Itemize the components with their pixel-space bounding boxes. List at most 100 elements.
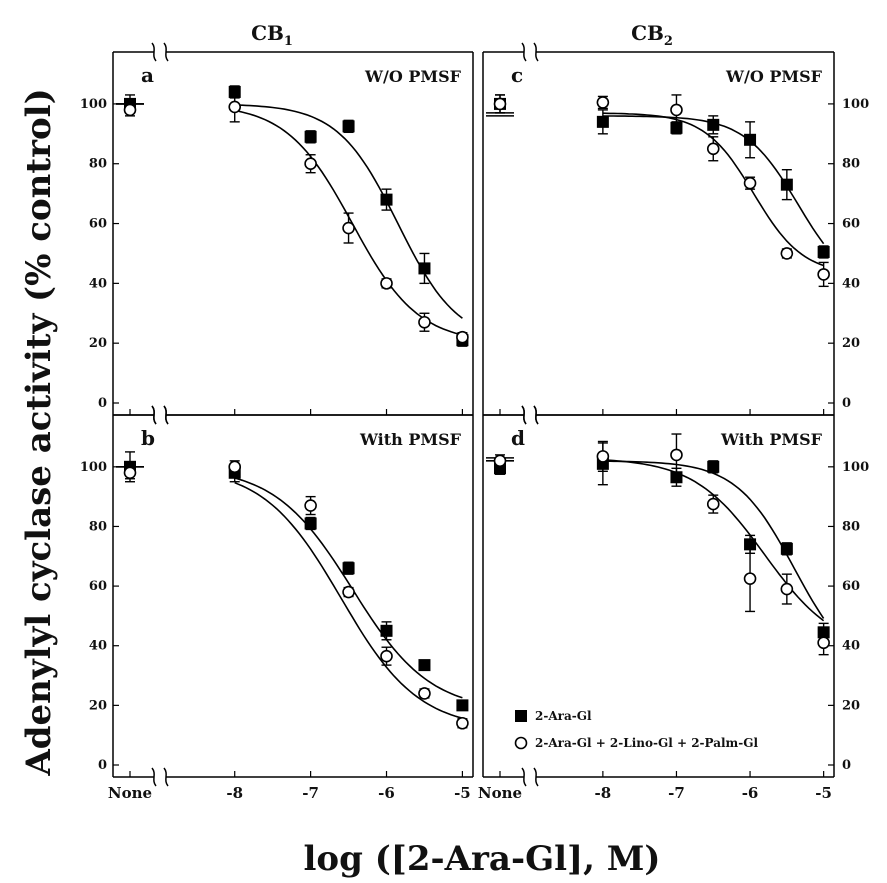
y-tick-label: 80 bbox=[89, 157, 107, 172]
data-point-open-circle bbox=[456, 716, 469, 730]
x-tick-label: -8 bbox=[226, 784, 243, 802]
data-point-open-circle bbox=[418, 315, 431, 329]
axis-break-mark bbox=[151, 405, 157, 425]
data-point-open-circle bbox=[304, 499, 317, 512]
y-tick-label: 0 bbox=[98, 396, 107, 411]
column-title-cb2-main: CB bbox=[631, 21, 664, 45]
data-point-open-circle bbox=[817, 268, 830, 281]
axis-break-mark bbox=[521, 42, 527, 62]
x-tick-label: -5 bbox=[454, 784, 471, 802]
data-point-open-circle bbox=[228, 460, 242, 474]
y-tick-label: 40 bbox=[89, 276, 107, 291]
panel-condition: With PMSF bbox=[359, 430, 462, 449]
data-point-filled-square bbox=[817, 245, 830, 258]
panel-b: 0 20 40 60 80 100 None -8 -7 -6 -5 b With PMSF bbox=[80, 405, 474, 802]
y-tick-label: 0 bbox=[842, 396, 851, 411]
data-point-open-circle bbox=[493, 97, 507, 111]
data-point-open-circle bbox=[817, 636, 830, 650]
column-title-cb2-subscript: 2 bbox=[664, 34, 673, 49]
axis-break-mark bbox=[151, 767, 157, 787]
panel-letter: d bbox=[511, 426, 525, 450]
panel-letter: c bbox=[511, 63, 523, 87]
axis-break-mark bbox=[533, 405, 539, 425]
x-tick-label: -7 bbox=[302, 784, 319, 802]
fit-curve-open-circle bbox=[602, 459, 825, 622]
data-point-open-circle bbox=[342, 221, 355, 235]
data-point-open-circle bbox=[380, 277, 393, 290]
data-point-filled-square bbox=[707, 118, 720, 131]
data-point-filled-square bbox=[780, 178, 793, 191]
panel-letter: b bbox=[141, 426, 155, 450]
data-point-open-circle bbox=[493, 454, 507, 468]
x-tick-label: -6 bbox=[378, 784, 395, 802]
data-point-open-circle bbox=[596, 96, 610, 109]
x-tick-label: -8 bbox=[595, 784, 612, 802]
y-tick-label: 100 bbox=[842, 97, 869, 112]
data-point-open-circle bbox=[456, 330, 469, 344]
y-tick-label: 80 bbox=[89, 519, 107, 534]
data-point-open-circle bbox=[670, 103, 683, 117]
y-tick-label: 40 bbox=[89, 639, 107, 654]
column-title-cb1-subscript: 1 bbox=[284, 34, 293, 49]
y-tick-label: 60 bbox=[842, 217, 860, 232]
y-tick-label: 60 bbox=[89, 217, 107, 232]
data-point-open-circle bbox=[670, 448, 683, 462]
y-tick-label: 20 bbox=[89, 698, 107, 713]
x-axis-title: log ([2-Ara-Gl], M) bbox=[303, 839, 660, 879]
data-point-open-circle bbox=[123, 103, 137, 117]
y-tick-label: 0 bbox=[842, 758, 851, 773]
data-point-filled-square bbox=[744, 538, 757, 551]
panel-a: 0 20 40 60 80 100 a W/O PMSF bbox=[80, 42, 474, 425]
legend-label-2-ara-gl: 2-Ara-Gl bbox=[535, 709, 592, 723]
axis-break-mark bbox=[533, 42, 539, 62]
legend-label-mixture: 2-Ara-Gl + 2-Lino-Gl + 2-Palm-Gl bbox=[535, 736, 758, 750]
x-tick-label: -7 bbox=[668, 784, 685, 802]
panel-letter: a bbox=[141, 63, 154, 87]
y-tick-label: 20 bbox=[842, 336, 860, 351]
y-tick-label: 0 bbox=[98, 758, 107, 773]
fit-curve-open-circle bbox=[234, 481, 463, 719]
y-tick-label: 20 bbox=[842, 698, 860, 713]
legend-marker-open-circle bbox=[514, 736, 528, 750]
axis-break-mark bbox=[521, 767, 527, 787]
legend-marker-filled-square bbox=[515, 710, 527, 722]
y-tick-label: 60 bbox=[842, 579, 860, 594]
column-title-cb1: CB1 bbox=[251, 21, 293, 49]
axis-break-mark bbox=[151, 42, 157, 62]
data-point-open-circle bbox=[743, 176, 757, 190]
data-point-open-circle bbox=[123, 466, 137, 480]
data-point-filled-square bbox=[418, 659, 431, 672]
x-tick-label: -6 bbox=[742, 784, 759, 802]
y-tick-label: 100 bbox=[842, 460, 869, 475]
data-point-open-circle bbox=[706, 497, 720, 511]
axis-break-mark bbox=[521, 405, 527, 425]
panel-condition: W/O PMSF bbox=[364, 67, 462, 86]
axis-break-mark bbox=[163, 405, 169, 425]
axis-break-mark bbox=[163, 42, 169, 62]
x-tick-label: -5 bbox=[815, 784, 832, 802]
data-point-filled-square bbox=[418, 262, 431, 275]
panel-d: 0 20 40 60 80 100 None -8 -7 -6 -5 d With PMSF bbox=[478, 405, 869, 802]
data-point-open-circle bbox=[596, 450, 610, 463]
y-tick-label: 60 bbox=[89, 579, 107, 594]
data-point-filled-square bbox=[342, 562, 355, 575]
data-point-filled-square bbox=[380, 624, 393, 637]
data-point-open-circle bbox=[780, 247, 794, 260]
fit-curve-filled-square bbox=[234, 104, 463, 319]
y-tick-label: 20 bbox=[89, 336, 107, 351]
panel-c: 0 20 40 60 80 100 c W/O PMSF bbox=[482, 42, 869, 425]
data-point-open-circle bbox=[706, 142, 720, 156]
y-tick-label: 40 bbox=[842, 276, 860, 291]
data-point-filled-square bbox=[456, 699, 469, 712]
data-point-filled-square bbox=[780, 542, 793, 555]
data-point-open-circle bbox=[780, 582, 794, 596]
legend: 2-Ara-Gl 2-Ara-Gl + 2-Lino-Gl + 2-Palm-Gl bbox=[514, 709, 758, 750]
y-tick-label: 80 bbox=[842, 519, 860, 534]
x-tick-label: None bbox=[478, 784, 522, 802]
column-title-cb1-main: CB bbox=[251, 21, 284, 45]
x-tick-label: None bbox=[108, 784, 152, 802]
y-axis-title: Adenylyl cyclase activity (% control) bbox=[19, 88, 59, 776]
y-tick-label: 100 bbox=[80, 97, 107, 112]
axis-break-mark bbox=[533, 767, 539, 787]
